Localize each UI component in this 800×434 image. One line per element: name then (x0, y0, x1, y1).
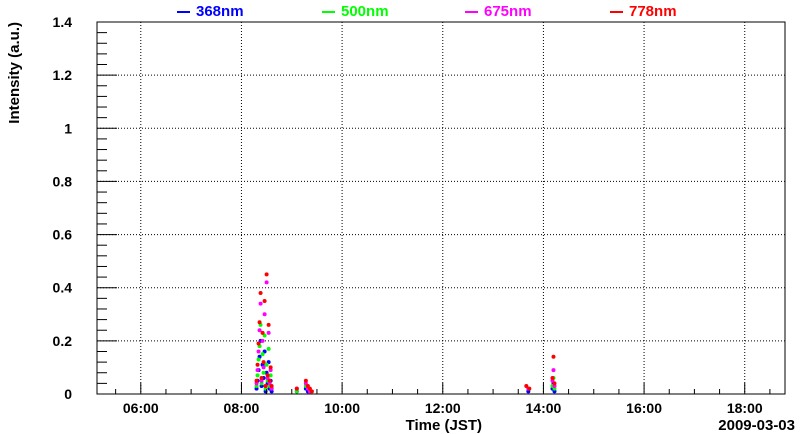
legend-label: 500nm (341, 3, 389, 20)
data-point (262, 312, 267, 317)
data-point (264, 362, 269, 367)
legend-label: 368nm (196, 3, 244, 20)
data-point (551, 354, 556, 359)
tick-labels: 06:00 08:00 10:00 12:00 14:00 16:00 18:00 0 0.2 0… (53, 14, 763, 416)
data-point (268, 365, 273, 370)
data-point (260, 330, 265, 335)
data-point (303, 378, 308, 383)
y-tick-label: 1.4 (53, 14, 73, 30)
data-point (294, 386, 299, 391)
legend-label: 675nm (484, 3, 532, 20)
data-point (258, 291, 263, 296)
data-point (260, 338, 265, 343)
x-tick-label: 18:00 (727, 400, 763, 416)
y-axis-title: Intensity (a.u.) (6, 22, 23, 124)
y-tick-label: 1 (64, 120, 72, 136)
data-point (258, 301, 263, 306)
data-point (255, 362, 260, 367)
data-points (254, 272, 557, 394)
axis-ticks (97, 21, 771, 395)
data-point (266, 330, 271, 335)
data-point (256, 341, 261, 346)
data-point (264, 280, 269, 285)
data-point (269, 384, 274, 389)
x-tick-label: 12:00 (425, 400, 461, 416)
data-point (257, 328, 262, 333)
x-tick-label: 10:00 (324, 400, 360, 416)
y-tick-label: 0.6 (53, 227, 73, 243)
data-point (257, 320, 262, 325)
x-tick-label: 16:00 (626, 400, 662, 416)
y-tick-label: 0 (64, 386, 72, 402)
legend-label: 778nm (629, 3, 677, 20)
data-point (524, 384, 529, 389)
data-point (550, 376, 555, 381)
x-axis-title: Time (JST) (406, 417, 482, 434)
data-point (264, 272, 269, 277)
data-point (261, 370, 266, 375)
x-tick-label: 14:00 (526, 400, 562, 416)
data-point (265, 373, 270, 378)
data-point (267, 378, 272, 383)
data-point (259, 376, 264, 381)
y-tick-label: 0.2 (53, 333, 73, 349)
plot-frame (96, 21, 786, 395)
data-point (263, 384, 268, 389)
data-point (266, 346, 271, 351)
data-point (266, 322, 271, 327)
data-point (268, 373, 273, 378)
data-point (309, 389, 314, 394)
data-point (255, 373, 260, 378)
data-point (261, 360, 266, 365)
data-point (551, 368, 556, 373)
data-point (254, 378, 259, 383)
data-point (260, 352, 265, 357)
y-tick-label: 0.8 (53, 173, 73, 189)
data-point (256, 349, 261, 354)
data-point (552, 381, 557, 386)
x-tick-label: 06:00 (123, 400, 159, 416)
data-point (527, 386, 532, 391)
y-tick-label: 1.2 (53, 67, 73, 83)
data-point (262, 299, 267, 303)
data-point (255, 368, 260, 373)
y-tick-label: 0.4 (53, 280, 73, 296)
legend: 368nm 500nm 675nm 778nm (177, 3, 677, 20)
data-point (256, 357, 261, 362)
date-label: 2009-03-03 (718, 417, 795, 434)
grid-lines (97, 22, 785, 394)
data-point (261, 365, 266, 370)
x-tick-label: 08:00 (224, 400, 260, 416)
